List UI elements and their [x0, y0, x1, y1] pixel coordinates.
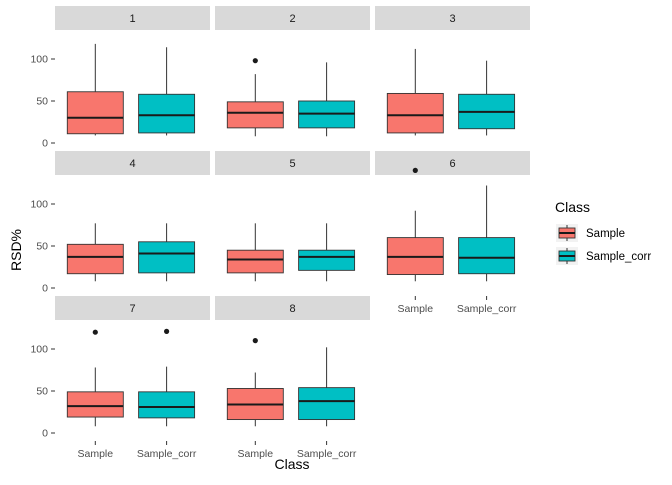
- box-Sample: [66, 223, 124, 282]
- facet-panel-6: 6: [375, 151, 530, 282]
- x-tick-label: Sample: [397, 303, 433, 315]
- y-tick-label: 50: [36, 386, 48, 398]
- x-axis-title: Class: [274, 456, 309, 472]
- box-Sample_corr: [138, 47, 196, 136]
- y-tick-label: 100: [30, 344, 48, 356]
- legend-entry-Sample: Sample: [556, 224, 625, 242]
- y-axis-title: RSD%: [8, 229, 24, 271]
- y-tick-label: 0: [42, 138, 48, 150]
- box-body: [138, 241, 196, 274]
- box-Sample_corr: [458, 185, 516, 282]
- facet-panel-3: 3: [375, 6, 530, 136]
- box-body: [66, 243, 124, 275]
- facet-panel-4: 4: [55, 151, 210, 282]
- facet-panel-1: 1: [55, 6, 210, 136]
- box-Sample: [66, 43, 124, 136]
- box-Sample: [386, 167, 444, 282]
- y-axis-row-3: 0 50 100: [30, 344, 55, 440]
- box-body: [66, 391, 124, 418]
- box-Sample_corr: [458, 60, 516, 136]
- facet-strip: [215, 151, 370, 175]
- box-Sample_corr: [298, 223, 356, 282]
- x-tick-label: Sample_corr: [297, 448, 357, 460]
- box-Sample: [226, 58, 284, 137]
- x-tick-label: Sample: [77, 448, 113, 460]
- box-Sample_corr: [138, 328, 196, 427]
- x-tick-label: Sample_corr: [457, 303, 517, 315]
- facet-strip: [375, 6, 530, 30]
- outlier-point: [164, 328, 170, 334]
- box-body: [66, 91, 124, 135]
- box-body: [138, 93, 196, 134]
- facet-strip-label: 4: [129, 158, 135, 170]
- box-Sample_corr: [138, 223, 196, 282]
- box-Sample_corr: [298, 62, 356, 137]
- box-body: [298, 249, 356, 271]
- facet-strip-label: 8: [289, 303, 295, 315]
- facet-strip-label: 7: [129, 303, 135, 315]
- facet-strip-label: 5: [289, 158, 295, 170]
- y-tick-label: 50: [36, 241, 48, 253]
- x-axis-panel-8: Sample Sample_corr: [237, 441, 357, 460]
- facet-strip: [375, 151, 530, 175]
- legend: Class Sample Sample_corr: [555, 199, 651, 265]
- facet-strip-label: 3: [449, 13, 455, 25]
- facet-strip: [55, 151, 210, 175]
- x-axis-panel-7: Sample Sample_corr: [77, 441, 197, 460]
- box-Sample: [226, 338, 284, 427]
- box-Sample: [226, 223, 284, 282]
- box-body: [226, 101, 284, 129]
- box-body: [298, 387, 356, 421]
- facet-strip-label: 2: [289, 13, 295, 25]
- facet-panel-5: 5: [215, 151, 370, 282]
- facet-strip: [215, 6, 370, 30]
- facet-strip: [55, 6, 210, 30]
- y-axis-row-1: 0 50 100: [30, 54, 55, 150]
- outlier-point: [252, 338, 258, 344]
- legend-label: Sample: [586, 228, 625, 240]
- box-body: [386, 92, 444, 134]
- x-tick-label: Sample: [237, 448, 273, 460]
- legend-label: Sample_corr: [586, 251, 651, 263]
- box-body: [138, 391, 196, 419]
- legend-title: Class: [555, 199, 590, 215]
- x-tick-label: Sample_corr: [137, 448, 197, 460]
- outlier-point: [92, 329, 98, 335]
- box-Sample: [66, 329, 124, 427]
- facet-strip-label: 6: [449, 158, 455, 170]
- y-tick-label: 0: [42, 283, 48, 295]
- y-tick-label: 100: [30, 199, 48, 211]
- facet-strip: [215, 296, 370, 320]
- y-tick-label: 50: [36, 96, 48, 108]
- legend-entry-Sample_corr: Sample_corr: [556, 247, 651, 265]
- facet-panel-2: 2: [215, 6, 370, 137]
- facet-panel-7: 7: [55, 296, 210, 427]
- outlier-point: [412, 167, 418, 173]
- y-tick-label: 100: [30, 54, 48, 66]
- box-Sample: [386, 48, 444, 136]
- facet-strip: [55, 296, 210, 320]
- y-axis-row-2: 0 50 100: [30, 199, 55, 295]
- y-tick-label: 0: [42, 428, 48, 440]
- facet-strip-label: 1: [129, 13, 135, 25]
- x-axis-panel-6: Sample Sample_corr: [397, 296, 517, 315]
- facet-panel-8: 8: [215, 296, 370, 427]
- box-body: [226, 249, 284, 274]
- box-Sample_corr: [298, 347, 356, 427]
- box-body: [458, 237, 516, 275]
- outlier-point: [252, 58, 258, 64]
